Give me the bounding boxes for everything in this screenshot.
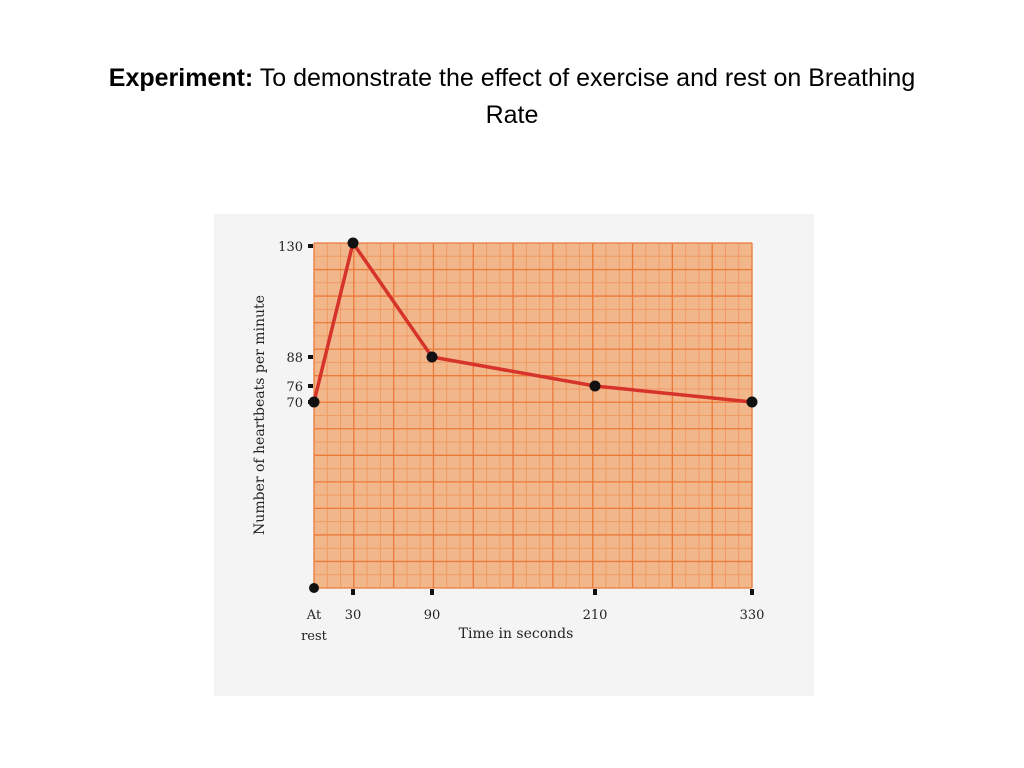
x-tick-label: 330 xyxy=(740,608,765,623)
origin-point xyxy=(309,583,319,593)
x-tick-mark xyxy=(593,589,597,595)
data-point xyxy=(746,396,758,408)
x-tick-label: At xyxy=(306,608,322,623)
y-tick-label: 130 xyxy=(278,240,303,255)
y-tick-label: 88 xyxy=(286,351,303,366)
x-tick-mark xyxy=(750,589,754,595)
data-point xyxy=(308,396,320,408)
y-tick-mark xyxy=(308,384,313,388)
x-tick-label: 30 xyxy=(345,608,362,623)
y-tick-mark xyxy=(308,355,313,359)
plot-grid xyxy=(313,242,753,589)
title-text-part: To demonstrate the effect of exercise an… xyxy=(253,64,916,129)
y-tick-mark xyxy=(308,244,313,248)
data-series xyxy=(308,237,758,593)
data-point xyxy=(426,351,438,363)
x-tick-mark xyxy=(430,589,434,595)
y-tick-label: 70 xyxy=(286,396,303,411)
x-axis-title: Time in seconds xyxy=(459,626,574,642)
y-tick-label: 76 xyxy=(286,380,303,395)
slide-title: Experiment: To demonstrate the effect of… xyxy=(80,60,944,134)
title-bold-part: Experiment: xyxy=(108,64,254,92)
y-axis-title: Number of heartbeats per minute xyxy=(252,295,268,535)
x-tick-mark xyxy=(351,589,355,595)
x-tick-label-line2: rest xyxy=(301,629,328,644)
data-point xyxy=(589,380,601,392)
data-point xyxy=(347,237,359,249)
x-tick-label: 90 xyxy=(424,608,441,623)
x-tick-label: 210 xyxy=(583,608,608,623)
